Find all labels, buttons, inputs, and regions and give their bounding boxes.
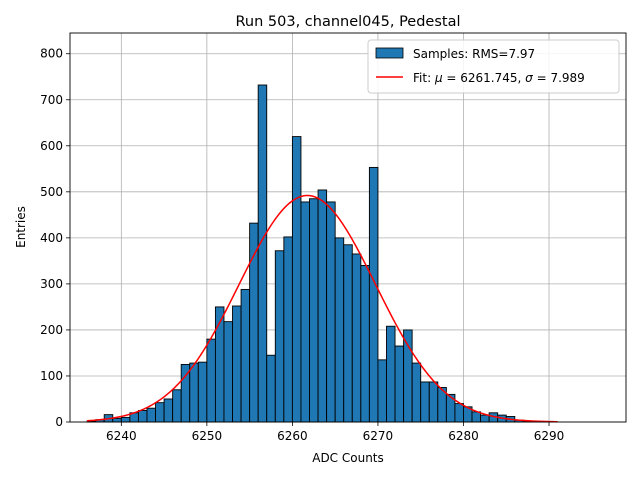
x-tick-label: 6250 [192,429,223,443]
y-axis-ticks: 0 100 200 300 400 500 600 700 800 [40,47,70,429]
histogram-bar [300,201,310,423]
histogram-bar [334,237,345,423]
histogram-bar [471,411,482,423]
x-axis-label: ADC Counts [312,451,384,465]
histogram-bar [206,338,216,423]
y-tick-label: 700 [40,93,63,107]
histogram-bar [223,321,233,423]
axes-frame [69,32,627,423]
histogram-bar [197,361,208,423]
histogram-bar [240,288,251,423]
y-tick-label: 500 [40,185,63,199]
histogram-bar [274,250,285,423]
histogram-bar [155,402,165,423]
histogram-bar [403,329,413,423]
histogram-bar [368,166,379,423]
histogram-bar [137,410,148,423]
y-tick-label: 400 [40,231,63,245]
histogram-bar [360,265,370,423]
legend-sigma-symbol: σ [525,71,533,85]
histogram-bar [420,381,430,423]
y-tick-label: 300 [40,277,63,291]
y-tick-label: 0 [55,415,63,429]
histogram-bar [326,201,336,423]
histogram-bar [394,345,405,423]
y-tick-label: 800 [40,47,63,61]
histogram-bar [428,381,439,423]
x-tick-label: 6260 [277,429,308,443]
histogram-bar [214,306,225,423]
histogram-bar [309,198,319,423]
histogram-bar [351,253,362,423]
x-tick-label: 6240 [106,429,137,443]
legend-histogram-swatch [375,47,404,59]
histogram-bar [317,189,328,423]
legend-sigma-value: = 7.989 [533,71,585,85]
chart-title: Run 503, channel045, Pedestal [235,14,460,30]
legend-box [367,39,620,94]
histogram-bar [232,305,242,423]
x-tick-label: 6270 [363,429,394,443]
histogram-bar [386,325,396,423]
histogram-bar [189,362,199,423]
x-tick-label: 6290 [534,429,565,443]
histogram-bar [163,398,174,423]
histogram-bar [454,403,464,423]
legend-mu-value: = 6261.745, [443,71,526,85]
histogram-bar [291,136,302,423]
histogram-bar [283,236,293,423]
histogram-bar [249,222,259,423]
histogram-bar [411,362,422,423]
y-axis-label: Entries [14,206,28,248]
x-tick-label: 6280 [448,429,479,443]
histogram-bar [172,389,182,423]
y-tick-label: 100 [40,369,63,383]
legend-fit-label: Fit: μ = 6261.745, σ = 7.989 [413,71,585,85]
y-tick-label: 600 [40,139,63,153]
histogram-bar [343,244,353,423]
legend-mu-symbol: μ [434,71,443,85]
histogram-bar [266,354,276,423]
x-axis-ticks: 6240 6250 6260 6270 6280 6290 [106,422,564,443]
gaussian-fit-curve [87,194,558,423]
histogram-bar [377,359,387,423]
legend-histogram-label: Samples: RMS=7.97 [413,47,535,61]
legend-fit-prefix: Fit: [413,71,435,85]
histogram-bar [257,84,268,423]
histogram-bar [112,417,122,423]
histogram-bar [480,414,490,423]
histogram-bar [120,416,131,423]
legend: Samples: RMS=7.97 Fit: μ = 6261.745, σ =… [367,39,620,94]
y-tick-label: 200 [40,323,63,337]
histogram-bar [146,407,156,423]
